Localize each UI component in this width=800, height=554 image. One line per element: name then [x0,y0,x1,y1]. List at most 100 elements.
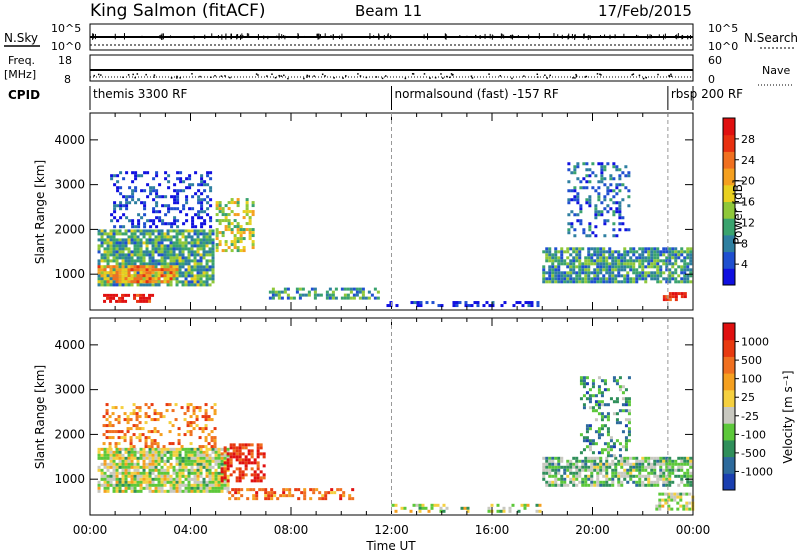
echo-cell [193,238,197,242]
echo-cell [166,271,170,275]
echo-cell [106,253,110,257]
echo-cell [112,465,116,469]
echo-cell [205,280,209,284]
echo-cell [115,462,119,466]
echo-cell [603,207,607,211]
nave-dot [584,76,586,78]
echo-cell [121,293,125,297]
echo-cell [124,253,128,257]
echo-cell [255,491,259,495]
echo-cell [617,474,621,478]
echo-cell [213,403,217,407]
echo-cell [650,259,654,263]
echo-cell [211,474,215,478]
echo-cell [103,471,107,475]
echo-cell [109,238,113,242]
echo-cell [597,376,601,380]
echo-cell [605,250,609,254]
echo-cell [579,186,583,190]
echo-cell [596,247,600,251]
echo-cell [588,174,592,178]
echo-cell [277,293,281,297]
echo-cell [154,465,158,469]
echo-cell [232,446,236,450]
echo-cell [650,465,654,469]
echo-cell [103,462,107,466]
echo-cell [103,277,107,281]
echo-cell [596,462,600,466]
echo-cell [226,483,230,487]
echo-cell [121,253,125,257]
echo-cell [221,219,225,223]
echo-cell [199,280,203,284]
echo-cell [585,234,589,238]
echo-cell [148,447,152,451]
echo-cell [155,225,159,229]
echo-cell [671,465,675,469]
echo-cell [187,486,191,490]
echo-cell [218,240,222,244]
echo-cell [111,436,115,440]
echo-cell [167,207,171,211]
echo-cell [566,465,570,469]
echo-cell [207,433,211,437]
echo-cell [131,225,135,229]
echo-cell [386,304,390,308]
echo-cell [121,274,125,278]
echo-cell [279,494,283,498]
echo-cell [683,277,687,281]
echo-cell [325,290,329,294]
echo-cell [624,403,628,407]
echo-cell [176,225,180,229]
echo-cell [584,271,588,275]
echo-cell [133,293,137,297]
echo-cell [593,483,597,487]
echo-cell [473,301,477,305]
echo-cell [238,446,242,450]
echo-cell [203,219,207,223]
echo-cell [602,277,606,281]
echo-cell [256,443,260,447]
echo-cell [259,470,263,474]
echo-cell [228,491,232,495]
echo-cell [644,459,648,463]
echo-cell [572,477,576,481]
echo-cell [301,293,305,297]
echo-cell [166,477,170,481]
echo-cell [172,483,176,487]
echo-cell [163,244,167,248]
echo-cell [210,418,214,422]
echo-cell [97,262,101,266]
echo-cell [210,436,214,440]
echo-cell [179,180,183,184]
echo-cell [187,468,191,472]
echo-cell [184,280,188,284]
echo-cell [676,501,680,505]
echo-cell [193,283,197,287]
echo-cell [594,403,598,407]
echo-cell [129,442,133,446]
echo-cell [136,259,140,263]
nave-dot [93,74,96,77]
echo-cell [100,477,104,481]
echo-cell [683,271,687,275]
echo-cell [256,446,260,450]
echo-cell [192,427,196,431]
echo-cell [124,271,128,275]
echo-cell [367,296,371,300]
echo-cell [247,449,251,453]
echo-cell [112,256,116,260]
echo-cell [627,397,631,401]
echo-cell [178,459,182,463]
echo-cell [175,283,179,287]
echo-cell [227,213,231,217]
echo-cell [184,474,188,478]
echo-cell [650,480,654,484]
y-tick-label: 1000 [54,267,85,281]
echo-cell [186,403,190,407]
echo-cell [121,447,125,451]
echo-cell [223,456,227,460]
echo-cell [127,277,131,281]
echo-cell [124,262,128,266]
echo-cell [566,462,570,466]
